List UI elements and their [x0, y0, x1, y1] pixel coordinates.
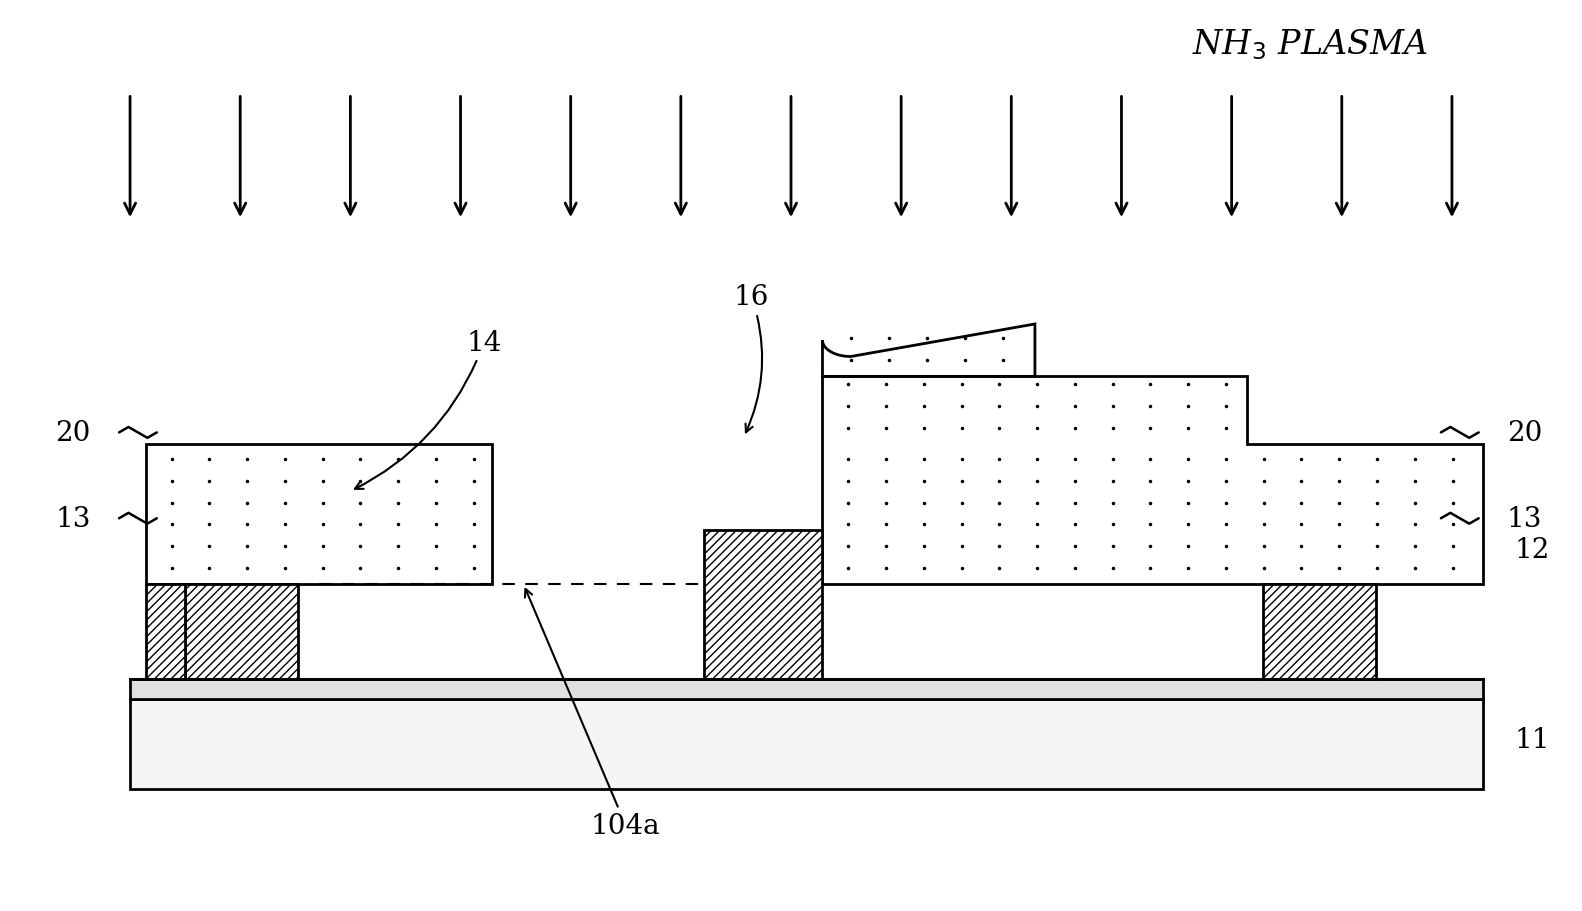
Text: 20: 20	[1508, 419, 1542, 446]
Bar	[130, 700, 1484, 790]
Polygon shape	[823, 377, 1484, 585]
Text: 13: 13	[55, 506, 90, 532]
Bar	[704, 530, 823, 680]
Bar	[185, 585, 299, 680]
Text: 20: 20	[55, 419, 90, 446]
Text: 14: 14	[354, 329, 501, 489]
Text: 13: 13	[1508, 506, 1542, 532]
Text: NH$_3$ PLASMA: NH$_3$ PLASMA	[1193, 27, 1429, 62]
Polygon shape	[823, 324, 1035, 377]
Bar	[146, 585, 185, 680]
Text: 11: 11	[1516, 726, 1550, 753]
Text: 12: 12	[1516, 537, 1550, 564]
Bar	[130, 680, 1484, 700]
Bar	[146, 445, 492, 585]
Bar	[1262, 585, 1376, 680]
Text: 16: 16	[734, 284, 769, 433]
Text: 104a: 104a	[525, 589, 661, 839]
